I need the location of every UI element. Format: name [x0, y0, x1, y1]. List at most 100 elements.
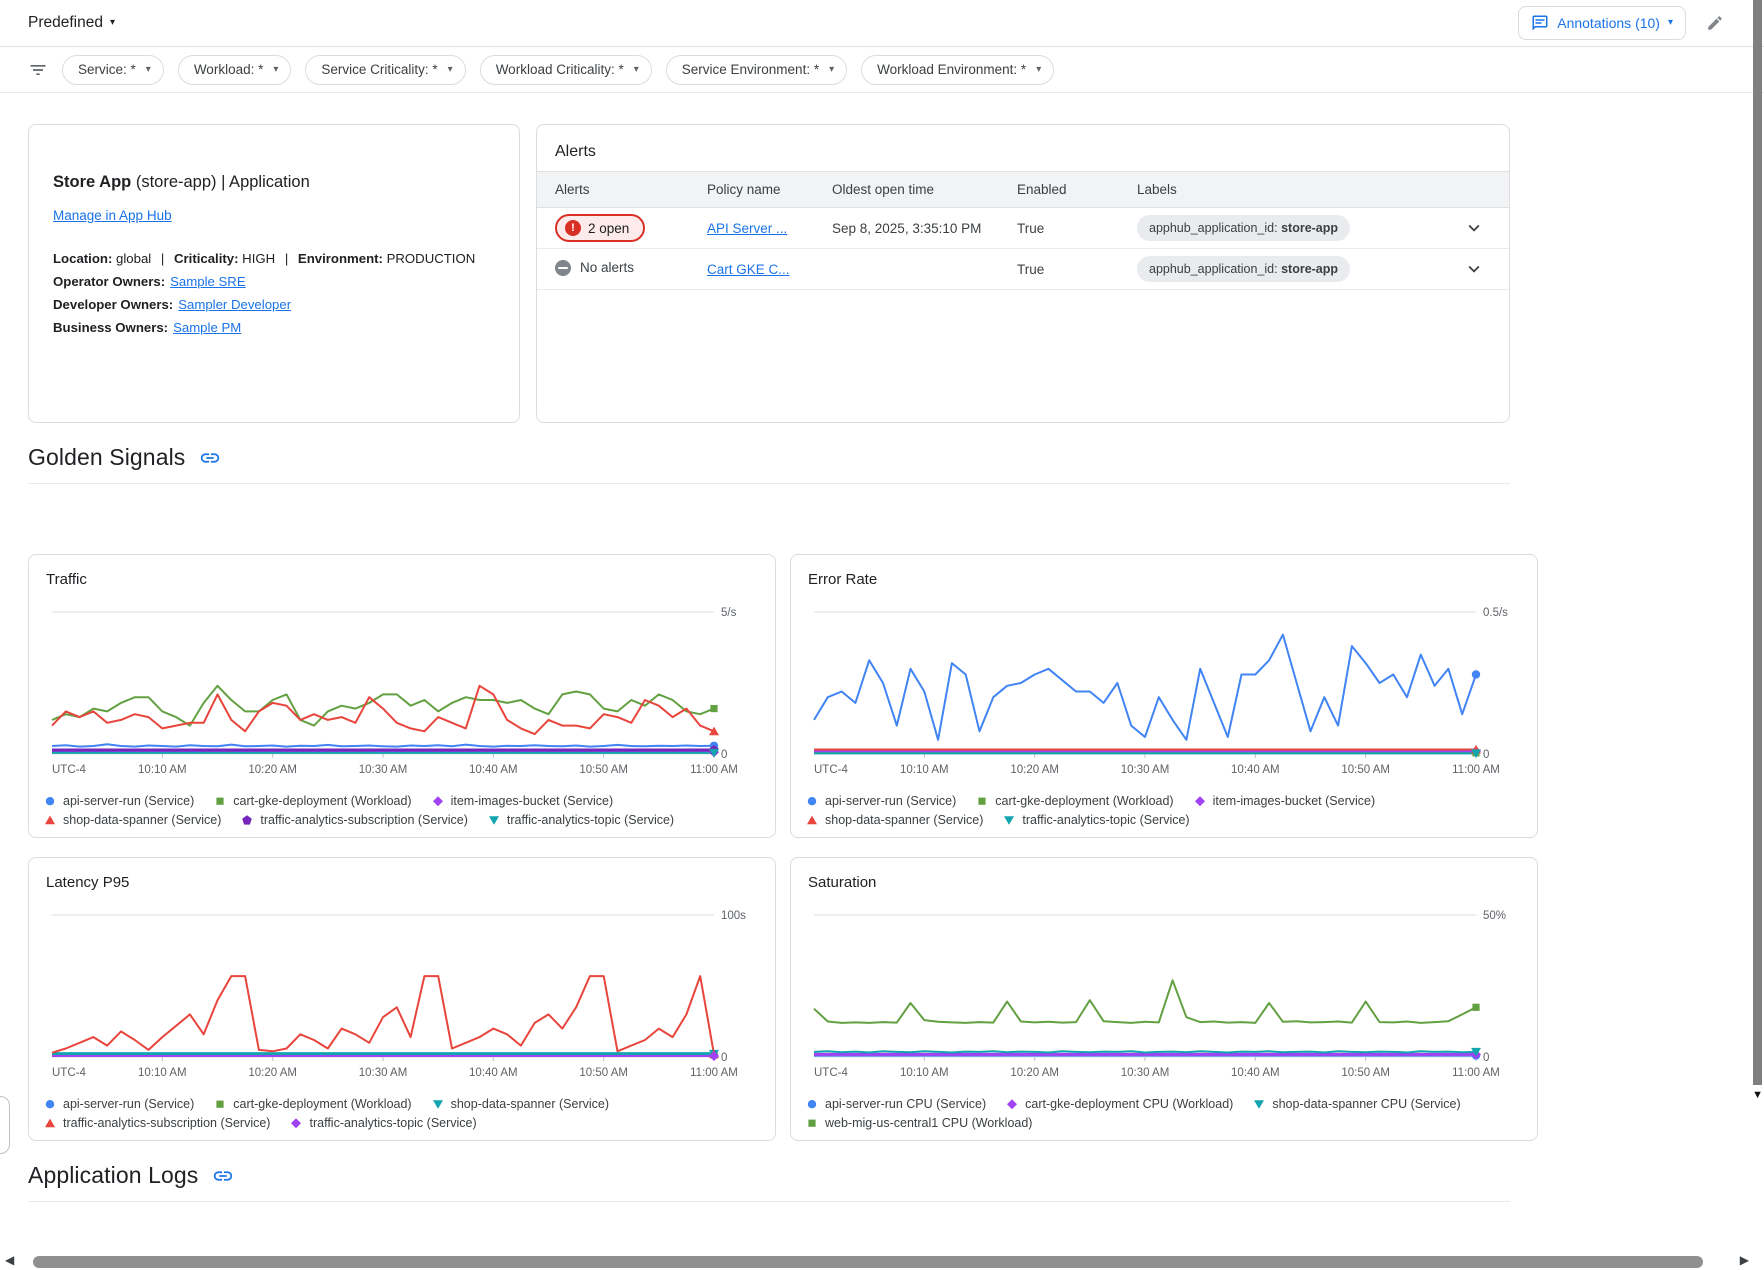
- svg-text:10:20 AM: 10:20 AM: [1010, 764, 1059, 776]
- filter-icon[interactable]: [28, 60, 48, 80]
- svg-text:10:10 AM: 10:10 AM: [138, 1067, 187, 1079]
- annotations-button[interactable]: Annotations (10) ▾: [1518, 6, 1686, 40]
- svg-text:0: 0: [1483, 1052, 1489, 1064]
- legend-marker: [1254, 1100, 1265, 1109]
- caret-down-icon: ▾: [1036, 63, 1042, 75]
- legend-label: shop-data-spanner (Service): [825, 813, 984, 827]
- application-info-card: Store App (store-app) | Application Mana…: [28, 124, 520, 423]
- chart-title: Saturation: [808, 874, 877, 891]
- legend-item: item-images-bucket (Service): [1194, 794, 1376, 808]
- circle-marker-icon: [807, 1100, 817, 1109]
- view-selector-button[interactable]: Predefined ▾: [28, 14, 115, 32]
- legend-marker: [45, 1100, 55, 1109]
- scroll-right-arrow-icon[interactable]: ▶: [1739, 1253, 1749, 1267]
- line-traffic-analytics-subscription-service-: [51, 975, 715, 1055]
- chart-title: Latency P95: [46, 874, 130, 891]
- tri-up-marker-icon: [45, 1118, 55, 1128]
- diamond-marker-icon: [432, 796, 443, 807]
- legend-item: cart-gke-deployment (Workload): [976, 794, 1174, 808]
- legend-item: cart-gke-deployment (Workload): [214, 1097, 412, 1111]
- policy-link[interactable]: Cart GKE C...: [707, 261, 790, 277]
- divider: [28, 483, 1510, 484]
- legend-label: shop-data-spanner (Service): [450, 1097, 610, 1111]
- filter-chip-service-criticality[interactable]: Service Criticality: * ▾: [305, 54, 466, 85]
- filter-chip-workload[interactable]: Workload: * ▾: [177, 54, 292, 85]
- scroll-left-arrow-icon[interactable]: ◀: [5, 1253, 15, 1267]
- circle-marker-icon: [45, 797, 55, 806]
- line-api-server-run-service-: [51, 743, 715, 748]
- svg-text:10:40 AM: 10:40 AM: [469, 764, 518, 776]
- business-owner-link[interactable]: Sample PM: [173, 320, 242, 336]
- top-bar: Predefined ▾ Annotations (10) ▾: [0, 0, 1764, 47]
- svg-text:10:30 AM: 10:30 AM: [1121, 764, 1170, 776]
- label-chip: apphub_application_id: store-app: [1137, 215, 1351, 241]
- col-policy-name: Policy name: [707, 182, 781, 197]
- link-icon[interactable]: [199, 447, 221, 469]
- filter-chip-service-environment[interactable]: Service Environment: * ▾: [665, 54, 848, 85]
- developer-owner-link[interactable]: Sampler Developer: [178, 297, 292, 313]
- operator-owner-link[interactable]: Sample SRE: [170, 274, 246, 290]
- filter-chip-service[interactable]: Service: * ▾: [62, 54, 164, 85]
- svg-text:10:10 AM: 10:10 AM: [900, 1067, 949, 1079]
- chip-label: Workload Environment: *: [877, 62, 1027, 77]
- svg-text:50%: 50%: [1483, 910, 1506, 922]
- main-content: Store App (store-app) | Application Mana…: [0, 124, 1538, 1202]
- end-marker: [709, 1051, 719, 1062]
- svg-text:5/s: 5/s: [721, 607, 737, 619]
- square-marker-icon: [978, 797, 986, 805]
- legend-marker: [1004, 816, 1015, 825]
- legend-label: traffic-analytics-subscription (Service): [63, 1116, 271, 1130]
- link-icon[interactable]: [212, 1165, 234, 1187]
- chart-plot-latency-p95: 10:10 AM 10:20 AM 10:30 AM 10:40 AM 10:50 AM…: [51, 910, 746, 1079]
- legend-item: cart-gke-deployment CPU (Workload): [1006, 1097, 1233, 1111]
- svg-text:10:40 AM: 10:40 AM: [1231, 764, 1280, 776]
- legend-marker: [242, 815, 253, 825]
- legend-marker: [216, 797, 224, 805]
- legend-item: shop-data-spanner (Service): [44, 813, 221, 827]
- policy-link[interactable]: API Server ...: [707, 220, 788, 236]
- legend-item: api-server-run CPU (Service): [806, 1097, 986, 1111]
- legend-marker: [45, 1118, 55, 1128]
- legend-label: traffic-analytics-topic (Service): [1022, 813, 1190, 827]
- circle-marker-icon: [45, 1100, 55, 1109]
- edit-button[interactable]: [1706, 14, 1724, 32]
- legend-item: traffic-analytics-topic (Service): [488, 813, 674, 827]
- end-marker: [1472, 1003, 1480, 1011]
- manage-app-hub-link[interactable]: Manage in App Hub: [53, 208, 172, 223]
- legend-item: api-server-run (Service): [44, 1097, 194, 1111]
- end-marker: [1471, 670, 1481, 679]
- caret-down-icon: ▾: [447, 63, 453, 75]
- svg-text:UTC-4: UTC-4: [814, 1067, 848, 1079]
- expand-row-button[interactable]: [1463, 217, 1509, 239]
- tri-down-marker-icon: [1254, 1100, 1265, 1109]
- legend-label: traffic-analytics-subscription (Service): [260, 813, 468, 827]
- horizontal-scrollbar-thumb[interactable]: [33, 1256, 1703, 1268]
- vertical-scrollbar-thumb[interactable]: [1753, 0, 1762, 1085]
- pencil-icon: [1706, 14, 1724, 32]
- filter-chip-workload-criticality[interactable]: Workload Criticality: * ▾: [479, 54, 652, 85]
- legend-item: shop-data-spanner CPU (Service): [1253, 1097, 1461, 1111]
- line-api-server-run-service-: [813, 633, 1477, 741]
- collapsed-panel-handle[interactable]: [0, 1096, 10, 1154]
- line-cart-gke-deployment-workload-: [51, 684, 715, 727]
- svg-text:10:10 AM: 10:10 AM: [900, 764, 949, 776]
- line-shop-data-spanner-cpu-service-: [813, 1050, 1477, 1054]
- legend-marker: [807, 797, 817, 806]
- square-marker-icon: [216, 797, 224, 805]
- topbar-actions: Annotations (10) ▾: [1518, 6, 1724, 40]
- chart-plot-error-rate: 10:10 AM 10:20 AM 10:30 AM 10:40 AM 10:50 AM…: [813, 607, 1508, 776]
- legend-item: traffic-analytics-subscription (Service): [241, 813, 468, 827]
- label-chip: apphub_application_id: store-app: [1137, 256, 1351, 282]
- end-marker: [1471, 749, 1481, 759]
- chart-card-latency-p95: Latency P95 10:10 AM 10:20 AM 10:30 AM 10:40…: [28, 857, 776, 1141]
- expand-row-button[interactable]: [1463, 258, 1509, 280]
- filter-chip-workload-environment[interactable]: Workload Environment: * ▾: [861, 54, 1055, 85]
- svg-text:10:10 AM: 10:10 AM: [138, 764, 187, 776]
- svg-text:UTC-4: UTC-4: [52, 764, 86, 776]
- legend-label: cart-gke-deployment (Workload): [233, 1097, 412, 1111]
- svg-text:10:20 AM: 10:20 AM: [248, 1067, 297, 1079]
- caret-down-icon: ▾: [829, 63, 835, 75]
- scroll-down-arrow-icon[interactable]: ▼: [1752, 1089, 1763, 1101]
- legend-label: item-images-bucket (Service): [1212, 794, 1376, 808]
- chip-label: Workload Criticality: *: [495, 62, 624, 77]
